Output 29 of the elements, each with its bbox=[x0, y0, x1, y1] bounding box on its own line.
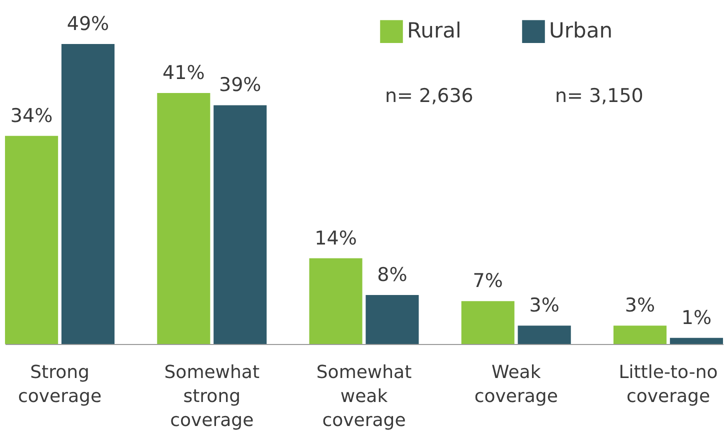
bar bbox=[670, 338, 723, 344]
data-label: 49% bbox=[66, 13, 110, 35]
legend-label: Urban bbox=[549, 18, 613, 43]
data-label: 3% bbox=[624, 294, 656, 317]
data-label: 39% bbox=[218, 74, 262, 96]
data-label: 41% bbox=[162, 62, 205, 84]
data-label: 7% bbox=[472, 270, 503, 292]
bar bbox=[157, 92, 210, 344]
bar bbox=[5, 136, 58, 344]
legend-label: Rural bbox=[407, 18, 462, 43]
x-tick-label: Little-to-no coverage bbox=[618, 362, 718, 407]
bar bbox=[309, 258, 362, 344]
x-tick-label: Somewhat strong coverage bbox=[164, 362, 260, 431]
data-label: 8% bbox=[377, 264, 408, 286]
bar bbox=[61, 44, 115, 344]
data-label: 1% bbox=[681, 306, 712, 329]
data-label: 34% bbox=[10, 104, 53, 127]
bar bbox=[214, 105, 267, 344]
bar bbox=[461, 301, 514, 344]
annotation: n= 3,150 bbox=[555, 85, 644, 107]
bar bbox=[613, 326, 667, 344]
data-label: 14% bbox=[314, 227, 357, 250]
data-label: 3% bbox=[529, 294, 560, 317]
x-tick-label: Weak coverage bbox=[474, 362, 558, 407]
x-tick-label: Strong coverage bbox=[18, 362, 102, 407]
bar bbox=[518, 326, 571, 344]
annotation: n= 2,636 bbox=[385, 85, 474, 107]
x-tick-label: Somewhat weak coverage bbox=[316, 362, 412, 431]
bar bbox=[366, 295, 419, 344]
